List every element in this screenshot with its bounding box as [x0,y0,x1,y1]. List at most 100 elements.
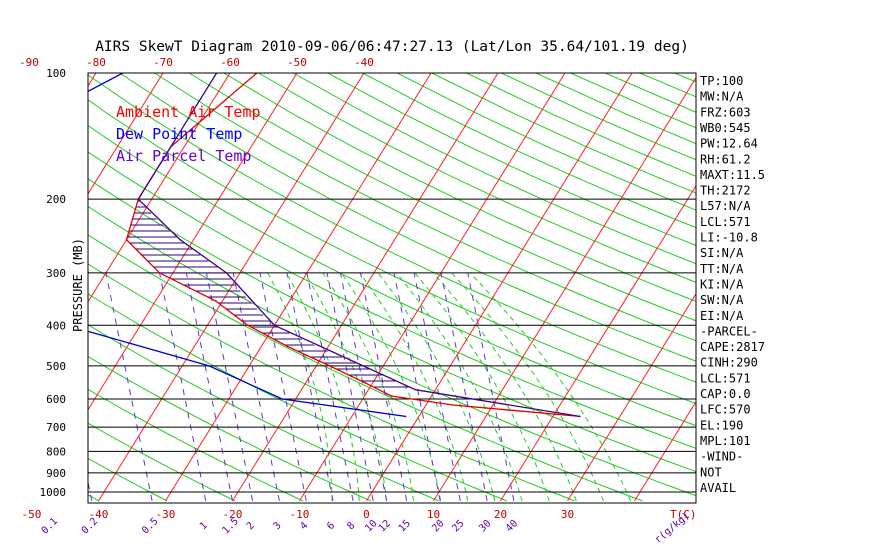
top-temp-axis: -120-110-100-90-80-70-60-50-40 [19,56,374,69]
stat-item: RH:61.2 [700,152,751,166]
series-point-1 [208,365,210,367]
moist-adiabat-line [340,272,442,501]
mixing-ratio-line [440,272,488,501]
stat-item: TP:100 [700,74,743,88]
bottom-temp-tick-label: -40 [89,508,109,521]
bottom-temp-tick-label: -50 [22,508,42,521]
series-point-2 [273,324,276,327]
dry-adiabat-line [88,99,696,405]
stat-item: AVAIL [700,481,736,495]
mixing-ratio-line [205,272,254,501]
dry-adiabat-line [431,73,696,194]
dry-adiabat-line [154,73,696,342]
mixing-ratio-line [306,272,354,501]
mixing-ratio-label: 8 [345,520,357,532]
mixing-ratio-line [5,273,51,501]
pressure-tick-label: 500 [46,360,66,373]
mixing-ratio-line [185,272,233,501]
moist-adiabat-line [304,272,387,501]
mixing-ratio-line [413,272,461,501]
top-temp-tick-label: -80 [86,56,106,69]
dry-adiabat-line [88,388,304,502]
moist-adiabat-line [469,272,632,502]
series-line-1 [88,73,406,418]
pressure-tick-label: 400 [46,319,66,332]
stat-item: TH:2172 [700,184,751,198]
isotherm-line [500,184,696,502]
series-point-1 [66,324,68,326]
stat-item: MAXT:11.5 [700,168,765,182]
moist-adiabat-line [451,272,604,502]
dry-adiabat-line [0,73,31,501]
series-point-1 [281,398,284,400]
pressure-tick-label: 800 [46,445,66,458]
isotherm-line [98,73,365,502]
dry-adiabat-line [223,73,696,302]
dry-adiabat-line [292,73,696,265]
bottom-temp-tick-label: 30 [561,508,574,521]
bottom-temp-tick-label: -20 [223,508,243,521]
stat-item: LCL:571 [700,215,751,229]
pressure-tick-label: 900 [46,467,66,480]
series-point-2 [578,415,581,418]
plot-area [0,73,696,502]
stat-item: NOT [700,465,722,479]
profile-series [66,73,581,418]
series-point-2 [414,388,417,391]
mixing-ratio-line [339,272,388,501]
dry-adiabat-line [88,74,696,383]
moist-adiabat-line [377,272,496,502]
legend: Ambient Air Temp Dew Point Temp Air Parcel… [116,103,261,165]
isotherm-line [88,73,164,195]
moist-adiabat-line [267,272,333,501]
dry-adiabat-line [327,73,696,246]
series-point-0 [390,395,393,397]
stat-item: PW:12.64 [700,137,758,151]
cape-shaded-region [126,189,416,390]
moist-adiabats [267,272,632,502]
moist-adiabat-line [322,272,414,501]
mixing-ratio-line [326,272,374,501]
bottom-temp-tick-label: 20 [494,508,507,521]
mixing-ratio-label: 30 [477,518,493,534]
pressure-tick-label: 300 [46,267,66,280]
series-point-0 [158,272,161,274]
series-point-2 [362,365,364,367]
stat-item: L57:N/A [700,199,751,213]
mixing-ratio-label: 2 [245,520,257,532]
dry-adiabat-line [188,73,696,322]
isotherm-line [88,73,97,87]
mixing-ratio-line [467,272,515,501]
pressure-tick-label: 700 [46,421,66,434]
bottom-temp-tick-label: 0 [363,508,370,521]
bottom-temp-axis: -50 -40 -30 -20 -10 0 10 20 30 T(C) [22,508,697,521]
stat-item: WB0:545 [700,121,751,135]
mixing-ratio-line [159,272,207,501]
isotherm-line [567,292,696,502]
dry-adiabat-line [88,293,507,502]
chart-title: AIRS SkewT Diagram 2010-09-06/06:47:27.1… [95,39,689,55]
plot-frame [87,72,697,504]
dry-adiabat-line [500,73,696,161]
dry-adiabat-line [88,151,696,449]
stat-item: SI:N/A [700,246,744,260]
legend-entry: Dew Point Temp [116,125,242,143]
mixing-ratio-label: 12 [377,518,393,534]
top-temp-tick-label: -40 [354,56,374,69]
isotherm-line [88,73,231,303]
pressure-tick-label: 100 [46,67,66,80]
stat-item: -PARCEL- [700,324,758,338]
stat-item: MW:N/A [700,90,744,104]
series-point-2 [179,238,181,241]
stat-item: SW:N/A [700,293,744,307]
dry-adiabat-line [88,457,168,502]
series-point-0 [328,365,331,367]
pressure-tick-label: 200 [46,193,66,206]
stat-item: FRZ:603 [700,105,751,119]
mixing-ratio-line [393,272,441,501]
mixing-ratio-line [286,272,334,501]
stat-item: MPL:101 [700,434,751,448]
stat-item: CINH:290 [700,356,758,370]
